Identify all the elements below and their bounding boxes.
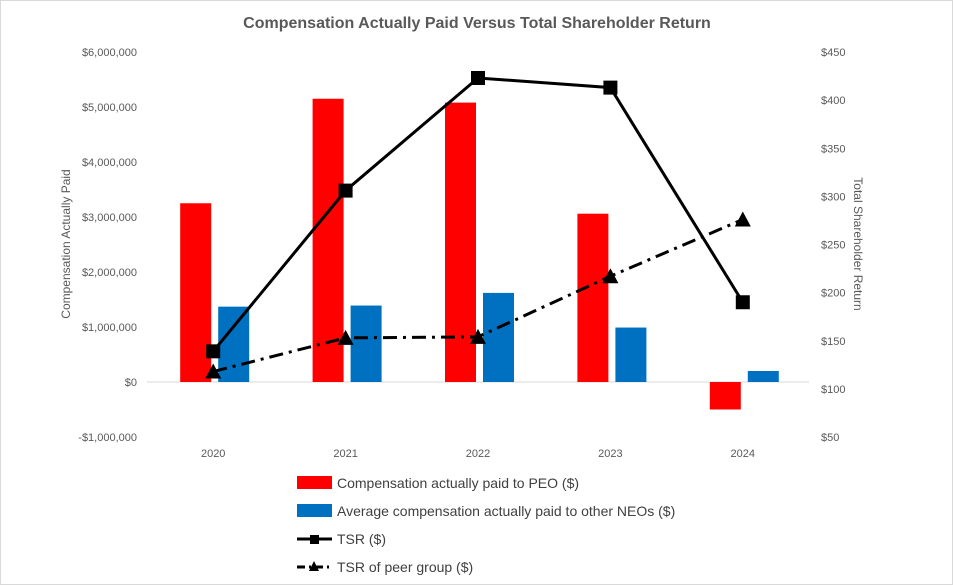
left-tick-label: $3,000,000 (82, 212, 137, 224)
peo-bar (577, 213, 609, 382)
left-tick-label: $0 (125, 377, 137, 389)
legend: Compensation actually paid to PEO ($) Ave… (297, 475, 675, 575)
left-tick-label: $4,000,000 (82, 157, 137, 169)
neo-bar (747, 371, 779, 382)
tsr-marker (471, 70, 485, 85)
right-tick-label: $100 (821, 384, 845, 396)
x-axis-ticks: 2020 2021 2022 2023 2024 (201, 448, 755, 460)
tsr-marker (338, 183, 353, 198)
peer-tsr-marker (734, 211, 751, 227)
peo-bar (445, 102, 476, 382)
right-tick-label: $450 (821, 47, 845, 59)
peo-bar (180, 203, 212, 382)
right-tick-label: $50 (821, 432, 839, 444)
bars-group (180, 98, 779, 410)
tsr-marker (603, 80, 618, 95)
lines-group (205, 70, 751, 379)
neo-bar (615, 327, 647, 382)
left-axis-title: Compensation Actually Paid (59, 169, 73, 318)
left-tick-label: $2,000,000 (82, 267, 137, 279)
peer-tsr-marker (470, 328, 486, 344)
left-tick-label: -$1,000,000 (78, 432, 137, 444)
right-tick-label: $350 (821, 143, 845, 155)
right-tick-label: $150 (821, 336, 845, 348)
tsr-marker (735, 295, 750, 310)
peo-bar (709, 382, 741, 410)
left-tick-label: $6,000,000 (82, 47, 137, 59)
left-tick-label: $5,000,000 (82, 102, 137, 114)
peer-tsr-marker (602, 268, 619, 284)
tsr-marker (206, 344, 221, 359)
x-tick-label: 2022 (466, 448, 490, 460)
right-tick-label: $300 (821, 191, 845, 203)
chart-title: Compensation Actually Paid Versus Total … (243, 15, 711, 32)
legend-label: TSR of peer group ($) (337, 559, 473, 575)
x-tick-label: 2020 (201, 448, 225, 460)
neo-bar (483, 292, 514, 382)
legend-label: Average compensation actually paid to ot… (337, 503, 675, 519)
legend-label: Compensation actually paid to PEO ($) (337, 475, 579, 491)
x-tick-label: 2024 (731, 448, 755, 460)
left-tick-label: $1,000,000 (82, 322, 137, 334)
tsr-line (212, 76, 745, 353)
neo-bar (218, 306, 250, 382)
right-axis-title: Total Shareholder Return (851, 177, 865, 310)
peer-tsr-line (212, 218, 744, 374)
legend-swatch (297, 476, 332, 489)
left-axis-ticks: -$1,000,000 $0 $1,000,000 $2,000,000 $3,000,… (78, 47, 137, 444)
x-tick-label: 2023 (598, 448, 622, 460)
legend-marker (309, 561, 319, 571)
peer-tsr-marker (337, 329, 354, 345)
legend-label: TSR ($) (337, 531, 386, 547)
neo-bar (350, 305, 382, 382)
right-tick-label: $250 (821, 240, 845, 252)
right-axis-ticks: $50 $100 $150 $200 $250 $300 $350 $400 $450 (821, 47, 845, 444)
peer-tsr-marker (205, 363, 222, 379)
legend-swatch (297, 504, 332, 517)
peo-bar (312, 98, 344, 382)
x-tick-label: 2021 (333, 448, 357, 460)
right-tick-label: $200 (821, 288, 845, 300)
right-tick-label: $400 (821, 95, 845, 107)
legend-marker (310, 535, 319, 544)
